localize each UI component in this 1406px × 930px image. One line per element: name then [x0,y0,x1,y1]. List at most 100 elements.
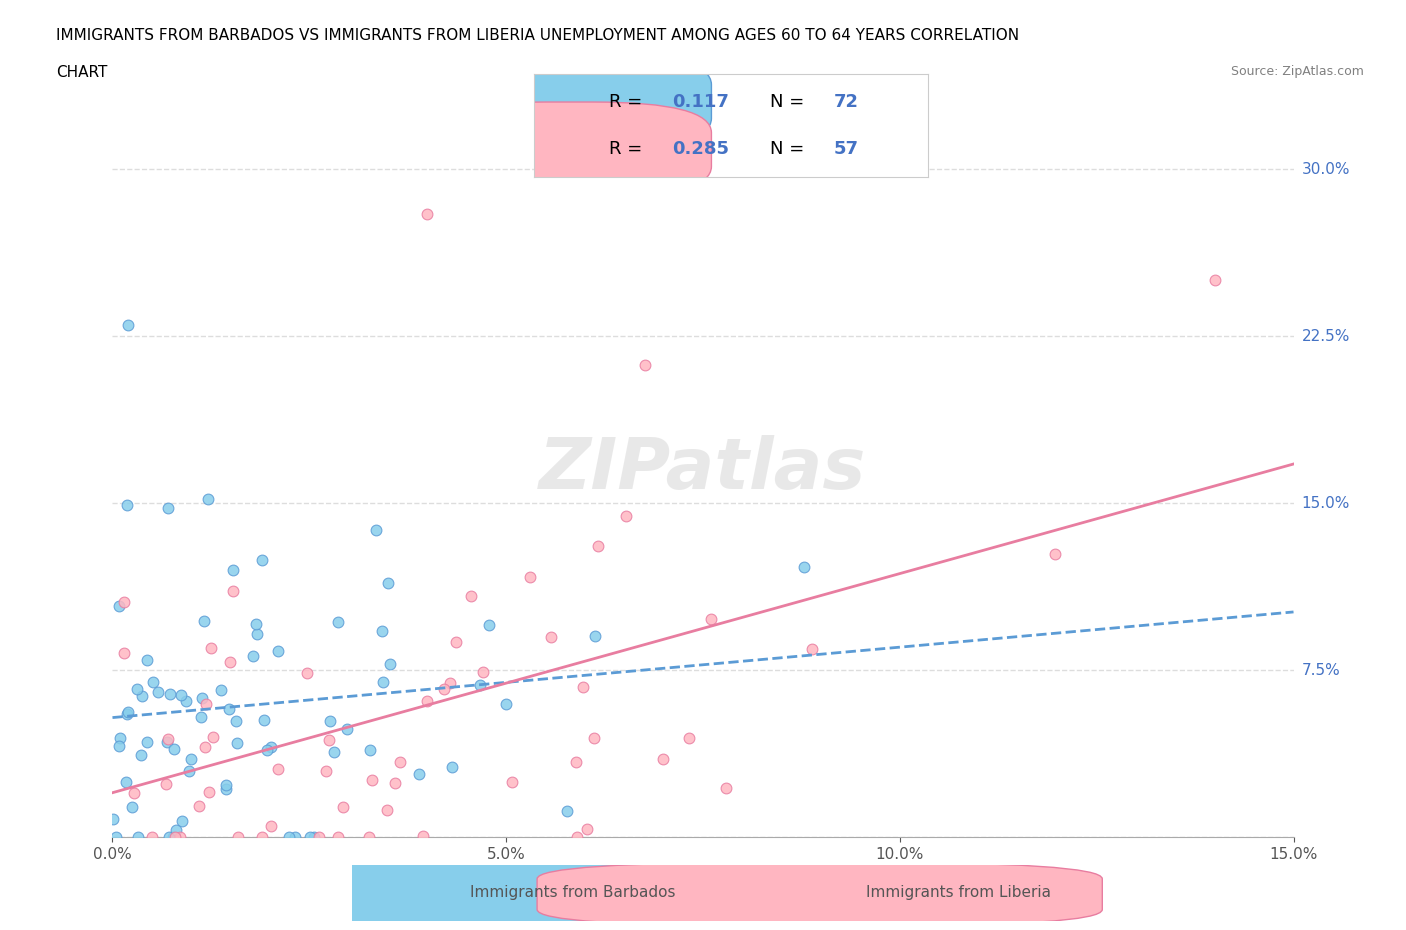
Point [136,653,159,668]
Point [242,649,264,664]
Text: 57: 57 [834,140,859,158]
Point [678,731,700,746]
Point [114,775,136,790]
Text: 0.285: 0.285 [672,140,730,158]
Point [359,743,381,758]
Point [156,500,179,515]
Point [141,830,163,844]
Point [170,814,193,829]
Point [576,821,599,836]
Point [165,823,187,838]
Point [446,634,468,649]
Point [326,830,349,844]
Point [801,642,824,657]
Point [159,686,181,701]
Point [583,629,606,644]
Point [586,538,609,553]
Point [440,760,463,775]
Point [218,702,240,717]
FancyBboxPatch shape [141,862,706,926]
Point [322,745,344,760]
Point [125,682,148,697]
Point [318,732,340,747]
Point [260,818,283,833]
Text: IMMIGRANTS FROM BARBADOS VS IMMIGRANTS FROM LIBERIA UNEMPLOYMENT AMONG AGES 60 T: IMMIGRANTS FROM BARBADOS VS IMMIGRANTS F… [56,28,1019,43]
Text: N =: N = [770,93,810,111]
Point [117,707,139,722]
Point [169,830,191,844]
Text: R =: R = [609,140,648,158]
Point [614,508,637,523]
Point [112,594,135,609]
Point [245,617,267,631]
Point [115,498,138,512]
Point [267,644,290,658]
Point [198,784,221,799]
Point [326,614,349,629]
Point [124,786,146,801]
Point [146,684,169,699]
Point [163,830,186,844]
Point [567,830,589,844]
Point [250,552,273,567]
Text: 0.117: 0.117 [672,93,728,111]
Point [651,752,673,767]
Point [495,697,517,711]
Point [163,742,186,757]
Point [582,731,605,746]
Point [564,755,586,770]
Point [108,731,131,746]
Point [416,206,439,221]
Point [388,754,411,769]
FancyBboxPatch shape [537,862,1102,926]
Point [439,676,461,691]
Point [793,559,815,574]
Point [131,688,153,703]
Text: 7.5%: 7.5% [1302,662,1340,678]
Point [200,640,222,655]
Point [335,722,357,737]
Text: ZIPatlas: ZIPatlas [540,435,866,504]
Text: R =: R = [609,93,648,111]
Point [225,714,247,729]
Point [156,734,179,749]
Point [194,739,217,754]
Point [302,830,325,844]
Point [519,570,541,585]
Point [190,710,212,724]
Point [699,612,721,627]
FancyBboxPatch shape [427,102,711,197]
Point [187,799,209,814]
Point [142,674,165,689]
Point [121,799,143,814]
Point [104,830,127,844]
Point [170,687,193,702]
Text: 15.0%: 15.0% [1302,496,1350,511]
Point [162,830,184,844]
Text: N =: N = [770,140,810,158]
Point [1204,273,1226,288]
Point [256,743,278,758]
Point [373,674,395,689]
Point [107,738,129,753]
Point [214,781,236,796]
Point [267,762,290,777]
Point [315,764,337,778]
Point [415,694,437,709]
Point [101,811,124,826]
Point [555,804,578,818]
Point [716,780,738,795]
Text: 30.0%: 30.0% [1302,162,1350,177]
Point [129,748,152,763]
Point [218,655,240,670]
Text: Immigrants from Liberia: Immigrants from Liberia [866,885,1052,900]
Point [380,657,402,671]
Point [384,776,406,790]
Point [180,751,202,766]
Point [319,713,342,728]
Text: 22.5%: 22.5% [1302,328,1350,343]
Point [284,830,307,844]
Point [478,618,501,632]
Point [634,357,657,372]
Point [308,830,330,844]
